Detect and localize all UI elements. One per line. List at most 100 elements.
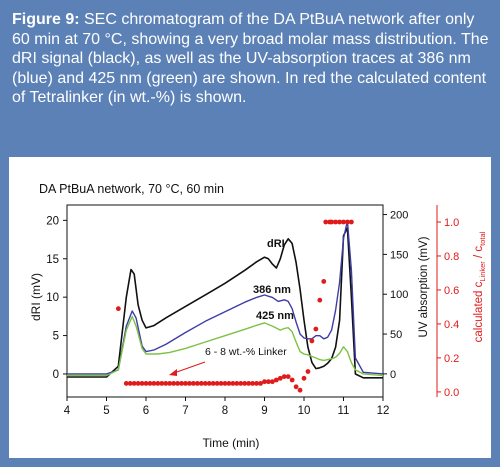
y-left-tick-label-10: 10 xyxy=(46,292,59,304)
caption-lead: Figure 9: xyxy=(12,11,80,28)
axes: 4 5 6 7 8 9 10 11 12051015200501001502000.00.20.… xyxy=(46,204,459,417)
y-left-tick-label-20: 20 xyxy=(46,215,59,227)
y-right-label-sep: / c xyxy=(473,246,485,262)
chromatogram-chart: DA PtBuA network, 70 °C, 60 min 4 5 6 7 8 9 10… xyxy=(29,182,487,450)
linker-point-56 xyxy=(337,219,342,225)
series-dri-line xyxy=(67,227,383,379)
linker-point-58 xyxy=(345,219,350,225)
linker-point-4 xyxy=(135,381,141,386)
x-tick-label-9: 9 xyxy=(261,405,267,417)
x-tick-label-12: 12 xyxy=(377,405,390,417)
linker-point-55 xyxy=(333,219,338,225)
linker-point-18 xyxy=(191,381,196,386)
linker-point-32 xyxy=(246,381,252,386)
linker-point-25 xyxy=(218,381,224,386)
x-axis-label: Time (min) xyxy=(203,436,260,450)
linker-point-5 xyxy=(139,381,145,386)
linker-point-54 xyxy=(329,219,335,225)
linker-point-20 xyxy=(198,381,204,386)
linker-point-47 xyxy=(305,369,311,374)
y-left-tick-label-5: 5 xyxy=(53,331,59,343)
linker-point-46 xyxy=(301,375,307,381)
linker-point-2 xyxy=(127,381,133,386)
y-uv-tick-label-100: 100 xyxy=(390,289,408,301)
x-tick-label-6: 6 xyxy=(143,405,149,417)
curves xyxy=(67,220,384,379)
linker-point-7 xyxy=(147,381,153,386)
linker-point-43 xyxy=(289,377,295,383)
linker-point-28 xyxy=(230,381,236,386)
linker-point-35 xyxy=(258,381,263,386)
linker-point-3 xyxy=(131,381,137,386)
linker-point-37 xyxy=(266,379,271,385)
linker-point-24 xyxy=(214,381,220,386)
linker-point-9 xyxy=(155,381,161,386)
linker-arrow xyxy=(169,361,206,376)
chart-title: DA PtBuA network, 70 °C, 60 min xyxy=(39,182,224,196)
linker-point-22 xyxy=(206,381,212,386)
linker-point-17 xyxy=(187,381,192,386)
linker-point-44 xyxy=(293,384,299,390)
linker-point-48 xyxy=(309,338,315,344)
y-uv-tick-label-50: 50 xyxy=(390,329,402,341)
linker-point-33 xyxy=(250,381,256,386)
linker-point-13 xyxy=(171,381,177,386)
plot-frame xyxy=(66,204,384,398)
series-uv425-line xyxy=(67,315,384,377)
y-right-tick-label-0.0: 0.0 xyxy=(444,387,459,399)
linker-dots xyxy=(115,219,354,393)
linker-point-6 xyxy=(143,381,149,386)
linker-point-52 xyxy=(323,219,329,225)
chart-panel: DA PtBuA network, 70 °C, 60 min 4 5 6 7 8 9 10… xyxy=(9,157,491,458)
linker-point-31 xyxy=(242,381,248,386)
annotation-425nm: 425 nm xyxy=(256,310,294,322)
annotation-dri: dRI xyxy=(267,238,285,250)
figure-caption: Figure 9: SEC chromatogram of the DA PtB… xyxy=(12,10,490,108)
x-tick-label-11: 11 xyxy=(338,405,350,417)
x-tick-label-8: 8 xyxy=(222,405,228,417)
y-uv-tick-label-0: 0 xyxy=(390,369,396,381)
linker-point-30 xyxy=(238,381,244,386)
linker-point-16 xyxy=(183,381,188,386)
linker-point-12 xyxy=(167,381,173,386)
linker-point-27 xyxy=(226,381,232,386)
linker-point-0 xyxy=(115,306,121,312)
y-right-label-main: calculated c xyxy=(473,281,485,342)
linker-point-38 xyxy=(270,379,275,385)
y-right-tick-label-1.0: 1.0 xyxy=(444,217,459,229)
y-uv-tick-label-200: 200 xyxy=(390,210,408,222)
linker-point-23 xyxy=(210,381,216,386)
y-left-tick-label-0: 0 xyxy=(53,369,59,381)
linker-point-1 xyxy=(123,381,129,386)
y-uv-axis-label: UV absorption (mV) xyxy=(418,236,430,337)
linker-point-21 xyxy=(202,381,208,386)
y-right-tick-label-0.8: 0.8 xyxy=(444,251,459,263)
linker-point-11 xyxy=(163,381,169,386)
y-right-label-sub1: Linker xyxy=(478,261,487,282)
x-tick-label-7: 7 xyxy=(182,405,188,417)
y-right-tick-label-0.2: 0.2 xyxy=(444,353,459,365)
y-right-tick-label-0.6: 0.6 xyxy=(444,285,459,297)
linker-point-8 xyxy=(151,381,157,386)
linker-point-36 xyxy=(262,379,267,385)
linker-point-34 xyxy=(254,381,259,386)
y-uv-tick-label-150: 150 xyxy=(390,249,408,261)
linker-point-19 xyxy=(194,381,200,386)
linker-point-10 xyxy=(159,381,165,386)
linker-point-40 xyxy=(277,375,283,381)
y-right-axis-label: calculated cLinker / ctotal xyxy=(473,231,487,342)
linker-point-42 xyxy=(285,374,291,380)
x-tick-label-4: 4 xyxy=(64,405,71,417)
y-left-tick-label-15: 15 xyxy=(46,254,59,266)
linker-point-26 xyxy=(222,381,228,386)
caption-text: SEC chromatogram of the DA PtBuA network… xyxy=(12,11,489,106)
linker-point-57 xyxy=(341,219,346,225)
linker-point-49 xyxy=(313,326,319,332)
annotation-386nm: 386 nm xyxy=(253,284,291,296)
linker-point-14 xyxy=(175,381,181,386)
linker-point-51 xyxy=(321,279,327,284)
linker-point-41 xyxy=(281,374,287,380)
series-uv386-line xyxy=(67,220,384,375)
linker-point-45 xyxy=(297,387,303,393)
y-left-axis-label: dRI (mV) xyxy=(29,273,43,321)
